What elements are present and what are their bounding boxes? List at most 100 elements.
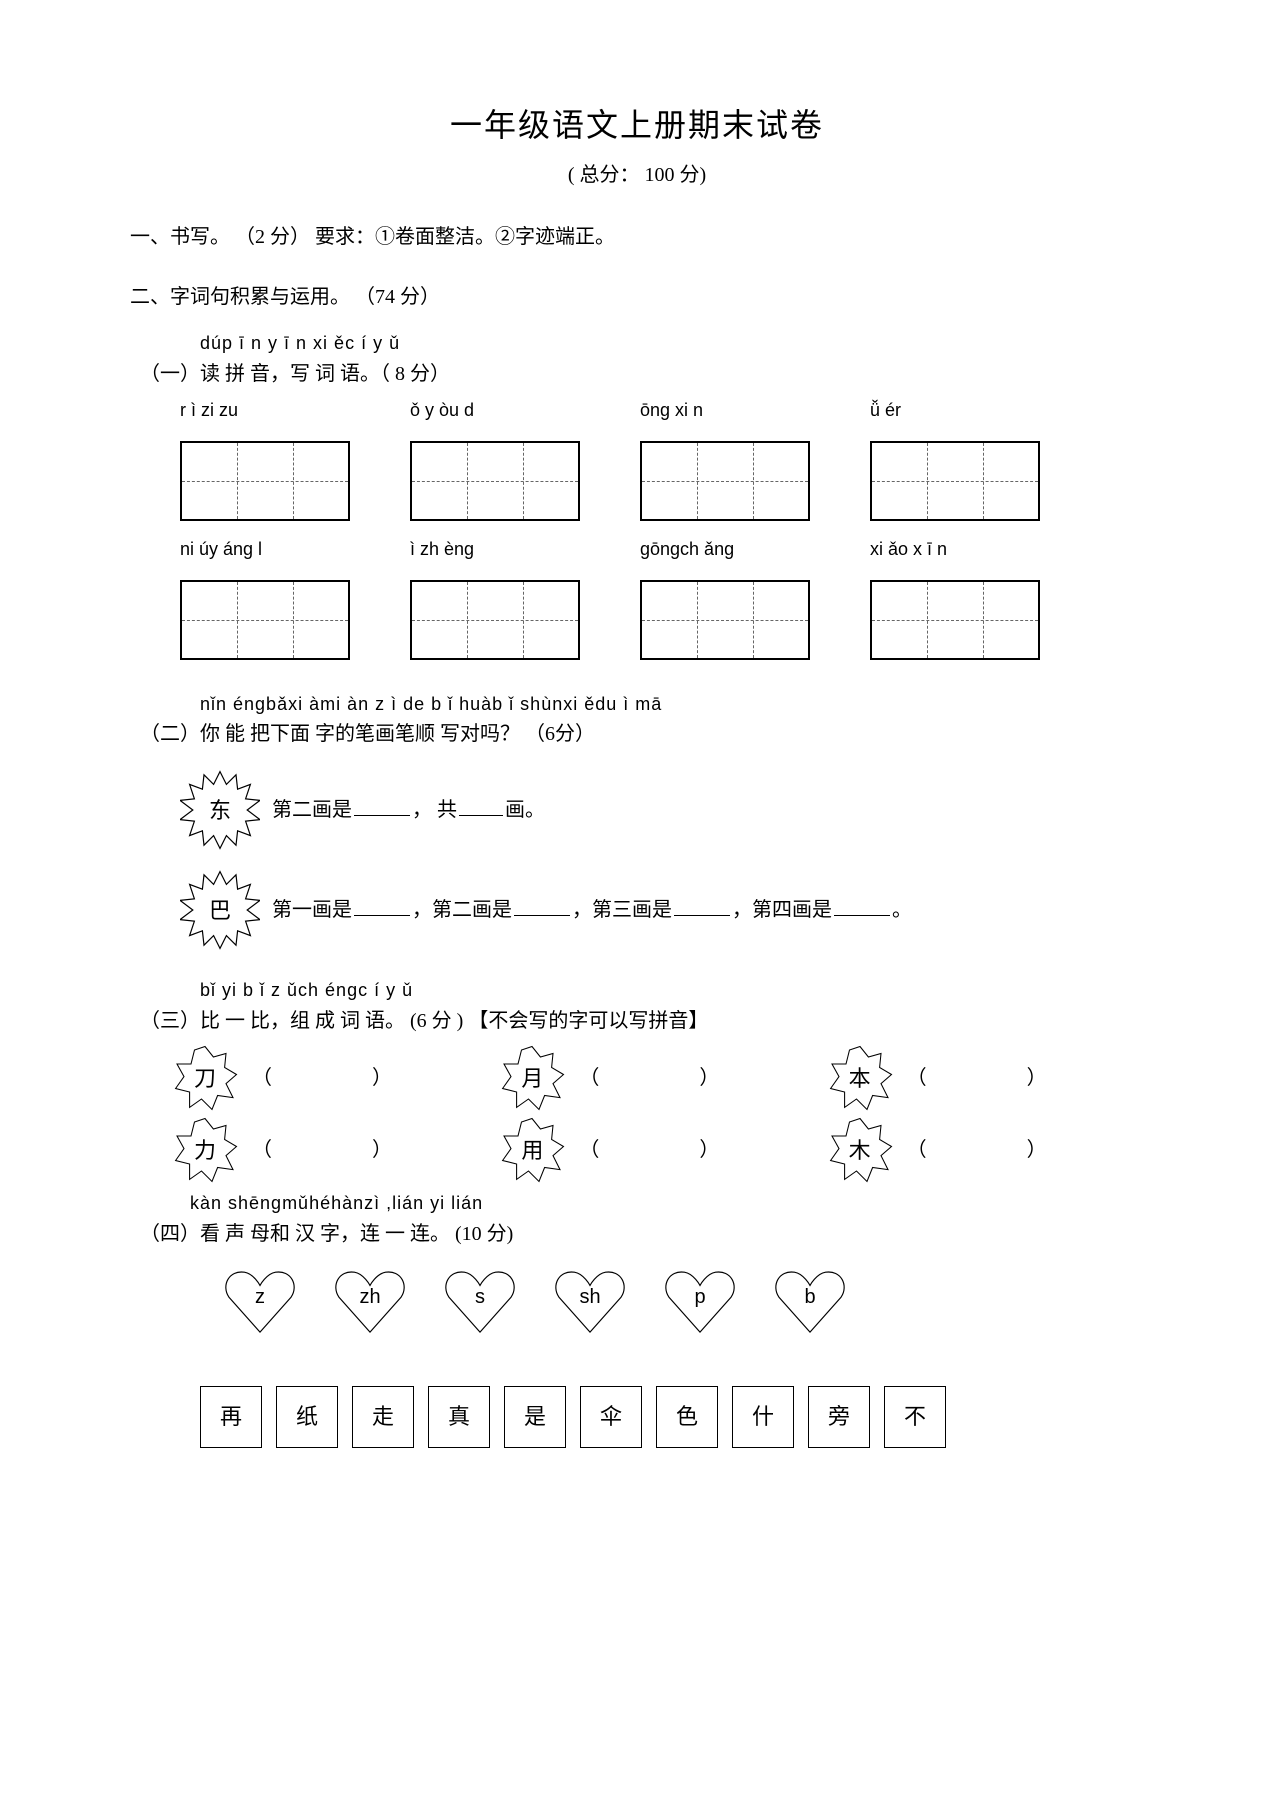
char-box: 不	[884, 1386, 946, 1448]
section-2-head: 二、字词句积累与运用。 （74 分）	[130, 281, 1144, 313]
question-2: nǐn éngbǎxi àmi àn z ì de b ǐ huàb ǐ shù…	[140, 690, 1144, 951]
writing-grid	[640, 441, 810, 521]
heart-icon: p	[660, 1266, 740, 1336]
paren-open: （	[252, 1062, 272, 1094]
sunburst-icon: 东	[180, 770, 260, 850]
q2-pinyin-header: nǐn éngbǎxi àmi àn z ì de b ǐ huàb ǐ shù…	[200, 690, 1144, 719]
q4-h5: b	[804, 1281, 815, 1313]
heart-icon: sh	[550, 1266, 630, 1336]
flower-icon: 用	[497, 1115, 567, 1185]
q3-r1c1: 月	[521, 1061, 543, 1096]
writing-grid	[410, 441, 580, 521]
q2-row-1: 东 第二画是 ， 共 画。	[180, 770, 1144, 850]
q2-char2: 巴	[209, 893, 231, 928]
q2-l1b: ， 共	[412, 794, 457, 826]
q4-h3: sh	[579, 1281, 600, 1313]
q3-pinyin-header: bǐ yi b ǐ z ǔch éngc í y ǔ	[200, 976, 1144, 1005]
q1-text: （一）读 拼 音，写 词 语。（ 8 分）	[140, 358, 1144, 390]
char-box: 走	[352, 1386, 414, 1448]
q4-h4: p	[694, 1281, 705, 1313]
paren-close: ）	[699, 1062, 719, 1094]
flower-icon: 力	[170, 1115, 240, 1185]
q3-r2c1: 用	[521, 1133, 543, 1168]
q4-h2: s	[475, 1281, 485, 1313]
q3-text: （三）比 一 比，组 成 词 语。 (6 分 ) 【不会写的字可以写拼音】	[140, 1005, 1144, 1037]
writing-grid	[870, 580, 1040, 660]
q3-r2c0: 力	[194, 1133, 216, 1168]
heart-icon: z	[220, 1266, 300, 1336]
q3-row-2: 力 （） 用 （） 木 （）	[170, 1115, 1144, 1185]
q1-grid-row-2	[180, 580, 1144, 660]
char-box: 是	[504, 1386, 566, 1448]
page-title: 一年级语文上册期末试卷	[130, 100, 1144, 151]
writing-grid	[180, 441, 350, 521]
q3-row-1: 刀 （ ） 月 （ ） 本 （ ）	[170, 1043, 1144, 1113]
char-box: 纸	[276, 1386, 338, 1448]
fill-blank	[459, 796, 503, 816]
heart-icon: s	[440, 1266, 520, 1336]
q4-text: （四）看 声 母和 汉 字，连 一 连。 (10 分)	[140, 1218, 1144, 1250]
paren-close: ）	[699, 1134, 719, 1166]
q2-l2c: ，第三画是	[572, 894, 672, 926]
paren-open: （	[252, 1134, 272, 1166]
fill-blank	[834, 896, 890, 916]
writing-grid	[640, 580, 810, 660]
writing-grid	[180, 580, 350, 660]
char-box: 色	[656, 1386, 718, 1448]
flower-icon: 本	[825, 1043, 895, 1113]
q2-l2b: ，第二画是	[412, 894, 512, 926]
heart-icon: b	[770, 1266, 850, 1336]
writing-grid	[410, 580, 580, 660]
paren-close: ）	[372, 1062, 392, 1094]
heart-icon: zh	[330, 1266, 410, 1336]
q2-l2a: 第一画是	[272, 894, 352, 926]
question-3: bǐ yi b ǐ z ǔch éngc í y ǔ （三）比 一 比，组 成 …	[140, 976, 1144, 1185]
q1-r2-p0: ni úy áng l	[180, 535, 350, 564]
q4-h1: zh	[359, 1281, 380, 1313]
q1-grid-row-1	[180, 441, 1144, 521]
fill-blank	[514, 896, 570, 916]
sunburst-icon: 巴	[180, 870, 260, 950]
flower-icon: 刀	[170, 1043, 240, 1113]
q2-text: （二）你 能 把下面 字的笔画笔顺 写对吗？ （6分）	[140, 718, 1144, 750]
question-4: kàn shēngmǔhéhànzì ,lián yi lián （四）看 声 …	[140, 1189, 1144, 1448]
question-1: dúp ī n y ī n xi ěc í y ǔ （一）读 拼 音，写 词 语…	[140, 329, 1144, 659]
q4-h0: z	[255, 1281, 265, 1313]
q4-hearts: z zh s sh p b	[220, 1266, 1144, 1336]
q2-l1a: 第二画是	[272, 794, 352, 826]
q4-char-row: 再 纸 走 真 是 伞 色 什 旁 不	[200, 1386, 1144, 1448]
q1-r1-p0: r ì zi zu	[180, 396, 350, 425]
q1-r2-p2: gōngch ǎng	[640, 535, 810, 564]
q2-char1: 东	[209, 793, 231, 828]
char-box: 旁	[808, 1386, 870, 1448]
q2-row-2: 巴 第一画是 ，第二画是 ，第三画是 ，第四画是 。	[180, 870, 1144, 950]
q1-pinyin-header: dúp ī n y ī n xi ěc í y ǔ	[200, 329, 1144, 358]
fill-blank	[354, 896, 410, 916]
q2-l2e: 。	[892, 894, 912, 926]
q2-l2d: ，第四画是	[732, 894, 832, 926]
q3-r1c0: 刀	[194, 1061, 216, 1096]
q2-l1c: 画。	[505, 794, 545, 826]
q3-r1c2: 本	[849, 1061, 871, 1096]
paren-open: （	[579, 1134, 599, 1166]
flower-icon: 月	[497, 1043, 567, 1113]
q1-r1-p1: ǒ y òu d	[410, 396, 580, 425]
q3-r2c2: 木	[849, 1133, 871, 1168]
flower-icon: 木	[825, 1115, 895, 1185]
subtitle: ( 总分： 100 分)	[130, 159, 1144, 191]
char-box: 什	[732, 1386, 794, 1448]
q1-r1-p3: ǚ ér	[870, 396, 1040, 425]
writing-grid	[870, 441, 1040, 521]
fill-blank	[354, 796, 410, 816]
fill-blank	[674, 896, 730, 916]
paren-open: （	[907, 1062, 927, 1094]
q1-r1-p2: ōng xi n	[640, 396, 810, 425]
section-1-head: 一、书写。 （2 分） 要求：①卷面整洁。②字迹端正。	[130, 221, 1144, 253]
paren-close: ）	[1027, 1062, 1047, 1094]
char-box: 再	[200, 1386, 262, 1448]
paren-open: （	[579, 1062, 599, 1094]
q4-pinyin-header: kàn shēngmǔhéhànzì ,lián yi lián	[190, 1189, 1144, 1218]
q1-r2-p3: xi ǎo x ī n	[870, 535, 1040, 564]
q1-r2-p1: ì zh èng	[410, 535, 580, 564]
paren-open: （	[907, 1134, 927, 1166]
